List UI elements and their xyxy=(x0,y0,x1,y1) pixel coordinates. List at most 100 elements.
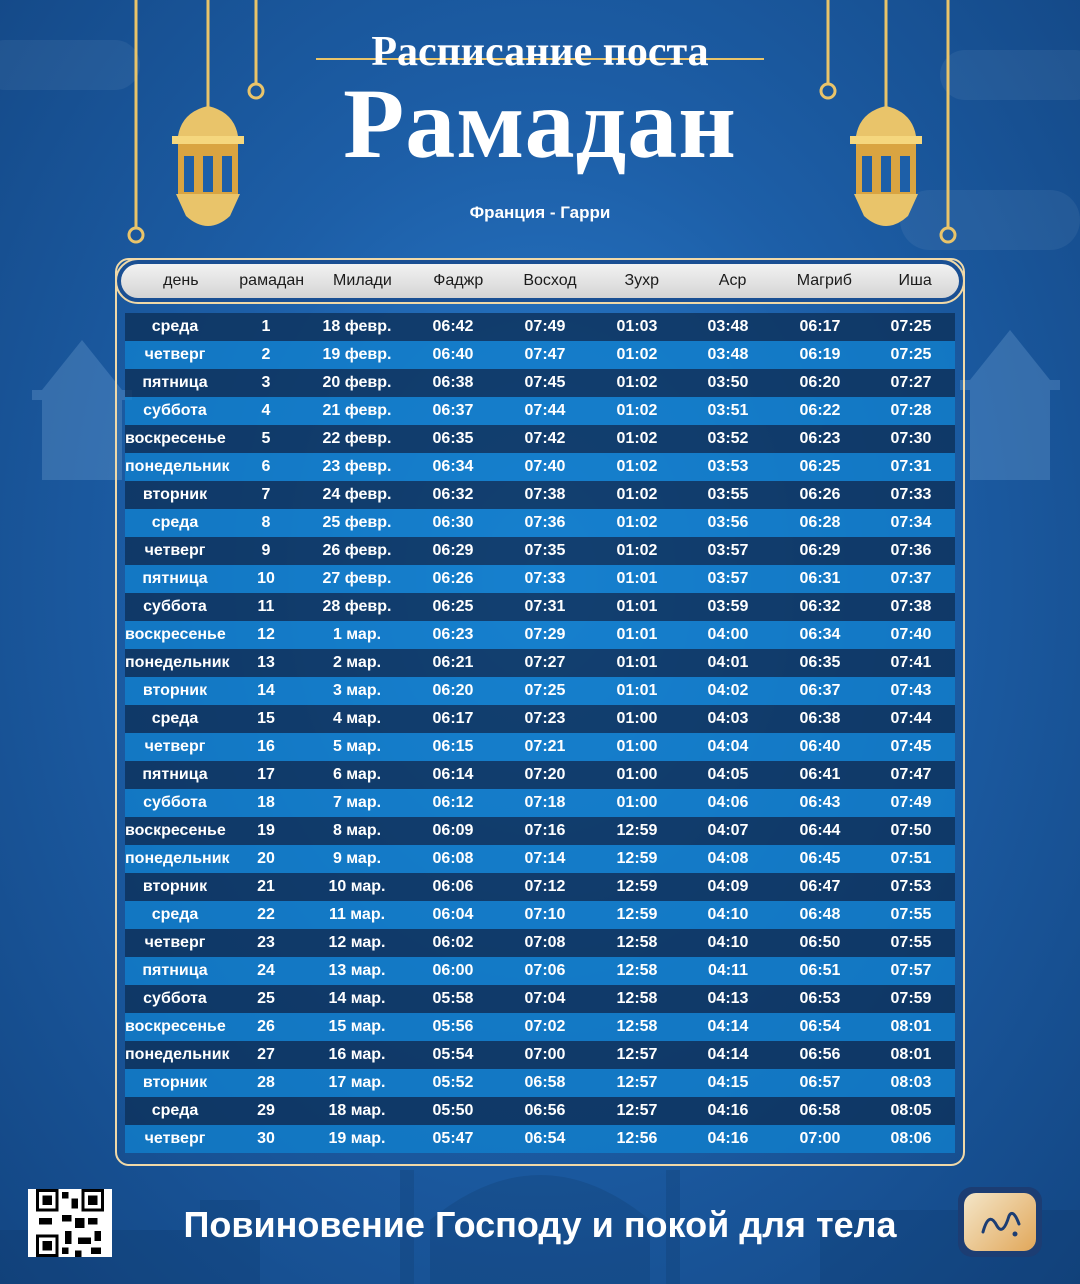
table-cell: 12:57 xyxy=(616,1074,658,1091)
table-cell: 04:16 xyxy=(707,1102,749,1119)
table-cell: 06:23 xyxy=(432,626,474,643)
cloud-decoration xyxy=(900,190,1080,250)
table-cell: 5 xyxy=(261,430,271,447)
table-cell: 04:07 xyxy=(707,822,749,839)
table-cell: воскресенье xyxy=(125,1018,226,1035)
table-cell: 04:02 xyxy=(707,682,749,699)
table-cell: 06:20 xyxy=(432,682,474,699)
table-cell: 04:16 xyxy=(707,1130,749,1147)
table-cell: 30 xyxy=(257,1130,275,1147)
table-cell: 01:01 xyxy=(616,598,658,615)
column-header: день xyxy=(163,272,199,289)
table-cell: 07:55 xyxy=(890,906,932,923)
table-cell: среда xyxy=(151,1102,199,1119)
table-cell: 13 мар. xyxy=(328,962,386,979)
table-cell: 22 xyxy=(257,906,275,923)
table-cell: суббота xyxy=(143,990,207,1007)
table-cell: 04:08 xyxy=(707,850,749,867)
table-cell: 06:42 xyxy=(432,318,474,335)
table-cell: 14 мар. xyxy=(328,990,386,1007)
table-cell: 06:28 xyxy=(799,514,841,531)
table-cell: 06:14 xyxy=(432,766,474,783)
table-cell: четверг xyxy=(144,542,206,559)
table-cell: пятница xyxy=(142,766,208,783)
table-cell: 01:02 xyxy=(616,486,658,503)
table-cell: четверг xyxy=(144,738,206,755)
table-cell: 21 xyxy=(257,878,275,895)
table-cell: пятница xyxy=(142,374,208,391)
table-cell: 06:40 xyxy=(799,738,841,755)
table-cell: 06:56 xyxy=(799,1046,841,1063)
table-cell: 21 февр. xyxy=(322,402,392,419)
table-cell: 14 xyxy=(257,682,275,699)
table-cell: 07:49 xyxy=(524,318,566,335)
table-cell: 26 февр. xyxy=(322,542,392,559)
table-cell: 06:26 xyxy=(432,570,474,587)
table-row: суббота 18 7 мар. 06:12 07:18 01:00 04:06 06:43… xyxy=(125,789,955,817)
table-row: пятница 3 20 февр. 06:38 07:45 01:02 03:50 06:2… xyxy=(125,369,955,397)
table-cell: 5 мар. xyxy=(332,738,382,755)
table-cell: 07:38 xyxy=(524,486,566,503)
table-cell: 01:01 xyxy=(616,654,658,671)
table-cell: вторник xyxy=(142,1074,208,1091)
table-cell: 7 мар. xyxy=(332,794,382,811)
table-cell: 06:00 xyxy=(432,962,474,979)
table-cell: понедельник xyxy=(125,1046,230,1063)
table-cell: 06:20 xyxy=(799,374,841,391)
table-cell: 07:47 xyxy=(524,346,566,363)
qr-code-icon[interactable] xyxy=(28,1189,112,1257)
table-cell: 03:51 xyxy=(707,402,749,419)
column-header: Магриб xyxy=(796,272,852,289)
table-cell: вторник xyxy=(142,682,208,699)
table-cell: 06:17 xyxy=(799,318,841,335)
table-cell: 8 xyxy=(261,514,271,531)
table-cell: 07:25 xyxy=(890,318,932,335)
table-cell: 06:38 xyxy=(432,374,474,391)
table-row: суббота 11 28 февр. 06:25 07:31 01:01 03:59 06:… xyxy=(125,593,955,621)
table-cell: 04:09 xyxy=(707,878,749,895)
table-cell: 6 мар. xyxy=(332,766,382,783)
table-cell: 07:00 xyxy=(524,1046,566,1063)
table-cell: 01:01 xyxy=(616,570,658,587)
table-cell: среда xyxy=(151,318,199,335)
table-row: понедельник 13 2 мар. 06:21 07:27 01:01 04:01 0… xyxy=(125,649,955,677)
table-row: понедельник 6 23 февр. 06:34 07:40 01:02 03:53… xyxy=(125,453,955,481)
table-cell: 06:30 xyxy=(432,514,474,531)
table-cell: 12 xyxy=(257,626,275,643)
table-cell: 06:34 xyxy=(799,626,841,643)
table-cell: 07:47 xyxy=(890,766,932,783)
table-cell: 25 xyxy=(257,990,275,1007)
table-cell: 01:02 xyxy=(616,430,658,447)
table-cell: 07:41 xyxy=(890,654,932,671)
table-cell: 19 мар. xyxy=(328,1130,386,1147)
table-cell: 04:05 xyxy=(707,766,749,783)
column-header: Зухр xyxy=(624,272,660,289)
table-cell: 2 мар. xyxy=(332,654,382,671)
pretitle-strike-line xyxy=(316,58,764,60)
table-cell: 03:50 xyxy=(707,374,749,391)
table-cell: 06:54 xyxy=(524,1130,566,1147)
table-cell: 07:02 xyxy=(524,1018,566,1035)
table-cell: 07:38 xyxy=(890,598,932,615)
table-cell: 01:00 xyxy=(616,710,658,727)
schedule-table-body: среда 1 18 февр. 06:42 07:49 01:03 03:48 06:17 0… xyxy=(125,313,955,1153)
table-cell: 06:50 xyxy=(799,934,841,951)
table-cell: 07:37 xyxy=(890,570,932,587)
table-cell: 06:32 xyxy=(432,486,474,503)
table-cell: 07:33 xyxy=(524,570,566,587)
table-cell: 06:15 xyxy=(432,738,474,755)
table-cell: 07:45 xyxy=(524,374,566,391)
table-cell: 12:59 xyxy=(616,906,658,923)
table-cell: 13 xyxy=(257,654,275,671)
table-row: пятница 10 27 февр. 06:26 07:33 01:01 03:57 06:… xyxy=(125,565,955,593)
table-row: четверг 2 19 февр. 06:40 07:47 01:02 03:48 06:1… xyxy=(125,341,955,369)
table-cell: 19 xyxy=(257,822,275,839)
app-logo-icon[interactable] xyxy=(958,1187,1042,1257)
table-row: понедельник 20 9 мар. 06:08 07:14 12:59 04:08 0… xyxy=(125,845,955,873)
table-cell: 06:02 xyxy=(432,934,474,951)
table-cell: 06:40 xyxy=(432,346,474,363)
table-row: среда 1 18 февр. 06:42 07:49 01:03 03:48 06:17 0… xyxy=(125,313,955,341)
table-cell: 10 xyxy=(257,570,275,587)
table-cell: 23 xyxy=(257,934,275,951)
